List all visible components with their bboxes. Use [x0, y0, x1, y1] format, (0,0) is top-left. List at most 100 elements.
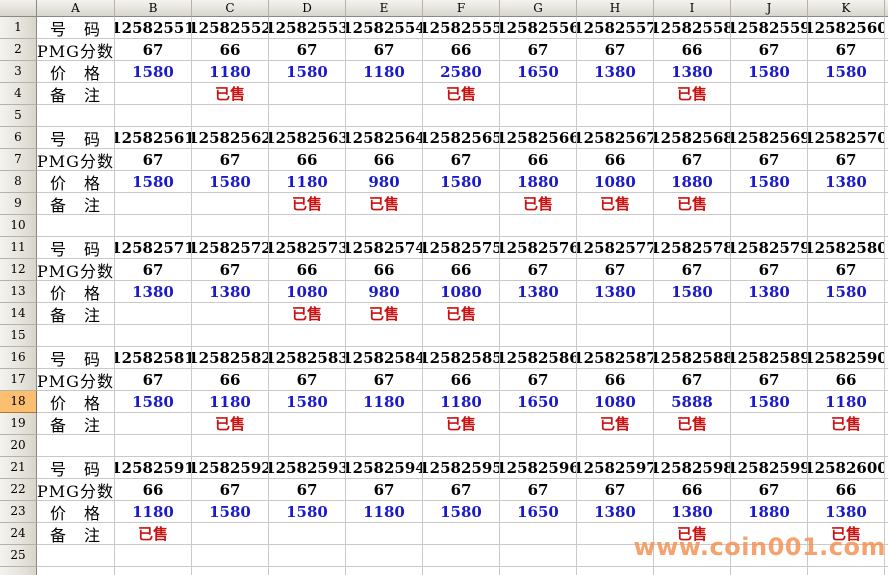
- cell-A7[interactable]: PMG分数: [37, 149, 115, 171]
- cell-E5[interactable]: [346, 105, 423, 127]
- cell-K13[interactable]: 1580: [808, 281, 885, 303]
- cell-F11[interactable]: 12582575: [423, 237, 500, 259]
- cell-J17[interactable]: 67: [731, 369, 808, 391]
- cell-D17[interactable]: 67: [269, 369, 346, 391]
- cell-A18[interactable]: 价 格: [37, 391, 115, 413]
- cell-D10[interactable]: [269, 215, 346, 237]
- cell-F10[interactable]: [423, 215, 500, 237]
- cell-F18[interactable]: 1180: [423, 391, 500, 413]
- cell-F26[interactable]: [423, 567, 500, 575]
- cell-A8[interactable]: 价 格: [37, 171, 115, 193]
- cell-C14[interactable]: [192, 303, 269, 325]
- cell-K21[interactable]: 12582600: [808, 457, 885, 479]
- cell-E21[interactable]: 12582594: [346, 457, 423, 479]
- row-header-13[interactable]: 13: [0, 281, 37, 303]
- cell-J4[interactable]: [731, 83, 808, 105]
- cell-K23[interactable]: 1380: [808, 501, 885, 523]
- cell-E12[interactable]: 66: [346, 259, 423, 281]
- cell-D16[interactable]: 12582583: [269, 347, 346, 369]
- cell-I8[interactable]: 1880: [654, 171, 731, 193]
- cell-I18[interactable]: 5888: [654, 391, 731, 413]
- cell-D4[interactable]: [269, 83, 346, 105]
- cell-J20[interactable]: [731, 435, 808, 457]
- cell-K10[interactable]: [808, 215, 885, 237]
- row-header-15[interactable]: 15: [0, 325, 37, 347]
- cell-I1[interactable]: 12582558: [654, 17, 731, 39]
- cell-D22[interactable]: 67: [269, 479, 346, 501]
- cell-H11[interactable]: 12582577: [577, 237, 654, 259]
- cell-H10[interactable]: [577, 215, 654, 237]
- cell-J16[interactable]: 12582589: [731, 347, 808, 369]
- cell-E4[interactable]: [346, 83, 423, 105]
- cell-B6[interactable]: 12582561: [115, 127, 192, 149]
- cell-B25[interactable]: [115, 545, 192, 567]
- cell-C3[interactable]: 1180: [192, 61, 269, 83]
- cell-J5[interactable]: [731, 105, 808, 127]
- cell-E24[interactable]: [346, 523, 423, 545]
- cell-E20[interactable]: [346, 435, 423, 457]
- cell-G12[interactable]: 67: [500, 259, 577, 281]
- cell-C6[interactable]: 12582562: [192, 127, 269, 149]
- cell-J1[interactable]: 12582559: [731, 17, 808, 39]
- cell-K9[interactable]: [808, 193, 885, 215]
- cell-G16[interactable]: 12582586: [500, 347, 577, 369]
- cell-C17[interactable]: 66: [192, 369, 269, 391]
- cell-G24[interactable]: [500, 523, 577, 545]
- cell-K3[interactable]: 1580: [808, 61, 885, 83]
- cell-H19[interactable]: 已售: [577, 413, 654, 435]
- cell-J6[interactable]: 12582569: [731, 127, 808, 149]
- cell-B5[interactable]: [115, 105, 192, 127]
- cell-E26[interactable]: [346, 567, 423, 575]
- cell-E13[interactable]: 980: [346, 281, 423, 303]
- cell-C24[interactable]: [192, 523, 269, 545]
- cell-K12[interactable]: 67: [808, 259, 885, 281]
- cell-I13[interactable]: 1580: [654, 281, 731, 303]
- cell-J10[interactable]: [731, 215, 808, 237]
- cell-J9[interactable]: [731, 193, 808, 215]
- cell-C5[interactable]: [192, 105, 269, 127]
- cell-I4[interactable]: 已售: [654, 83, 731, 105]
- cell-K4[interactable]: [808, 83, 885, 105]
- cell-I11[interactable]: 12582578: [654, 237, 731, 259]
- cell-A15[interactable]: [37, 325, 115, 347]
- row-header-20[interactable]: 20: [0, 435, 37, 457]
- cell-J12[interactable]: 67: [731, 259, 808, 281]
- row-header-7[interactable]: 7: [0, 149, 37, 171]
- cell-D19[interactable]: [269, 413, 346, 435]
- cell-C20[interactable]: [192, 435, 269, 457]
- cell-E19[interactable]: [346, 413, 423, 435]
- cell-H18[interactable]: 1080: [577, 391, 654, 413]
- cell-A4[interactable]: 备 注: [37, 83, 115, 105]
- cell-F17[interactable]: 66: [423, 369, 500, 391]
- cell-A23[interactable]: 价 格: [37, 501, 115, 523]
- cell-B23[interactable]: 1180: [115, 501, 192, 523]
- cell-K6[interactable]: 12582570: [808, 127, 885, 149]
- cell-J23[interactable]: 1880: [731, 501, 808, 523]
- cell-G13[interactable]: 1380: [500, 281, 577, 303]
- cell-H3[interactable]: 1380: [577, 61, 654, 83]
- cell-A26[interactable]: [37, 567, 115, 575]
- cell-B2[interactable]: 67: [115, 39, 192, 61]
- cell-J25[interactable]: [731, 545, 808, 567]
- cell-H15[interactable]: [577, 325, 654, 347]
- cell-F9[interactable]: [423, 193, 500, 215]
- cell-E18[interactable]: 1180: [346, 391, 423, 413]
- cell-A24[interactable]: 备 注: [37, 523, 115, 545]
- cell-G14[interactable]: [500, 303, 577, 325]
- column-header-D[interactable]: D: [269, 0, 346, 17]
- cell-F7[interactable]: 67: [423, 149, 500, 171]
- cell-H21[interactable]: 12582597: [577, 457, 654, 479]
- cell-C9[interactable]: [192, 193, 269, 215]
- cell-G1[interactable]: 12582556: [500, 17, 577, 39]
- cell-B10[interactable]: [115, 215, 192, 237]
- cell-C1[interactable]: 12582552: [192, 17, 269, 39]
- cell-B12[interactable]: 67: [115, 259, 192, 281]
- cell-K15[interactable]: [808, 325, 885, 347]
- column-header-K[interactable]: K: [808, 0, 885, 17]
- cell-F1[interactable]: 12582555: [423, 17, 500, 39]
- cell-G23[interactable]: 1650: [500, 501, 577, 523]
- cell-G4[interactable]: [500, 83, 577, 105]
- cell-I23[interactable]: 1380: [654, 501, 731, 523]
- cell-F14[interactable]: 已售: [423, 303, 500, 325]
- cell-F6[interactable]: 12582565: [423, 127, 500, 149]
